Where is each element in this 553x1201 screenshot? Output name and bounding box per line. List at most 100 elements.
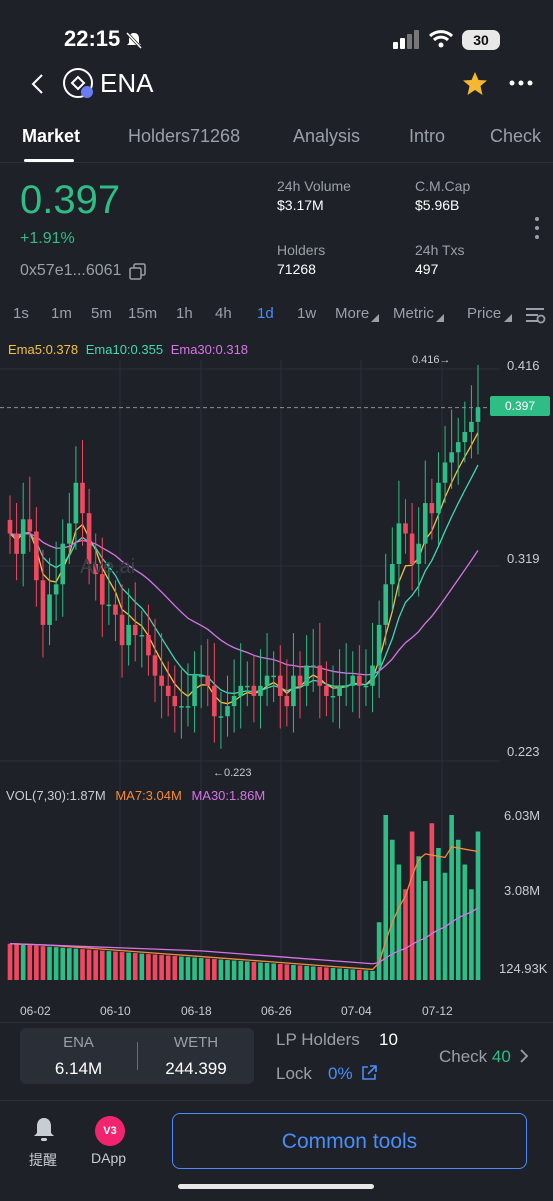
volume-bar [271,963,276,980]
mcap-label: C.M.Cap [415,178,471,194]
ema10-label: Ema10:0.355 [85,342,164,357]
chart-settings-icon[interactable] [524,305,546,325]
candle-body [218,716,224,718]
candle-body [152,655,158,676]
more-options-icon[interactable] [508,78,534,88]
active-tab-indicator [24,159,74,162]
ma7-label: MA7:3.04M [115,788,182,803]
candle-body [376,624,382,666]
volume-bar [34,945,39,980]
divider [0,1022,553,1023]
divider [137,1042,138,1070]
candle-body [99,574,105,605]
candle-body [231,695,237,707]
tab-market[interactable]: Market [22,126,81,146]
volume-axis-label: 6.03M [504,808,541,823]
token-b-label: WETH [173,1034,219,1051]
candle-body [383,584,389,625]
favorite-star-icon[interactable] [461,70,489,98]
chevron-right-icon[interactable] [518,1048,530,1064]
ma30-line [9,907,479,965]
price-dropdown[interactable]: Price [467,305,502,322]
volume-bar [7,943,13,980]
candlestick-chart[interactable] [0,360,553,1000]
volume-bar [238,961,244,980]
candle-body [324,685,329,696]
candle-body [53,584,59,595]
timeframe-1d[interactable]: 1d [257,305,274,322]
candle-body [390,563,395,585]
volume-bar [416,856,421,980]
dapp-label[interactable]: DApp [91,1150,127,1166]
metric-dropdown[interactable]: Metric [393,305,434,322]
candle-body [350,675,356,686]
status-time: 22:15 [64,26,121,51]
volume-bar [390,839,395,980]
caret-down-icon [371,314,379,322]
volume-bar [244,961,250,980]
ema-legend: Ema5:0.378 Ema10:0.355 Ema30:0.318 [8,342,248,357]
price-axis-label: 0.319 [507,551,540,566]
candle-body [86,513,92,564]
volume-bar [455,839,461,980]
candle-body [126,624,131,646]
bell-muted-icon [125,31,143,50]
volume-bar [350,969,356,980]
tab-analysis[interactable]: Analysis [293,126,361,146]
volume-bar [462,864,468,980]
timeframe-15m[interactable]: 15m [128,305,158,322]
candle-body [436,482,441,514]
watermark: Ave.ai [80,556,136,578]
date-axis-label: 07-12 [422,1004,453,1018]
check-link[interactable]: Check 40 [439,1047,511,1067]
common-tools-button[interactable]: Common tools [172,1113,527,1169]
copy-icon[interactable] [129,263,147,281]
volume-bar [14,944,19,980]
timeframe-5m[interactable]: 5m [91,305,112,322]
candle-body [363,685,369,688]
lp-holders-label: LP Holders [276,1030,360,1049]
volume-bar [146,954,151,980]
lock-label: Lock [276,1064,312,1083]
candle-body [258,685,263,696]
tab-check[interactable]: Check [490,126,542,146]
tab-intro[interactable]: Intro [409,126,446,146]
candle-body [396,523,402,564]
timeframe-1h[interactable]: 1h [176,305,193,322]
caret-down-icon [436,314,444,322]
external-link-icon[interactable] [360,1064,378,1082]
ema5-label: Ema5:0.378 [8,342,79,357]
candle-body [264,675,270,686]
candle-body [212,685,217,717]
candle-body [277,675,283,696]
timeframe-4h[interactable]: 4h [215,305,232,322]
back-arrow-icon[interactable] [28,72,48,96]
tab-holders[interactable]: Holders71268 [128,126,241,146]
timeframe-1w[interactable]: 1w [297,305,317,322]
candle-body [73,482,79,524]
cellular-signal-icon [393,30,419,49]
txs-label: 24h Txs [415,242,465,258]
alert-label[interactable]: 提醒 [29,1152,57,1168]
vertical-more-icon[interactable] [534,216,540,240]
dapp-badge-icon[interactable]: V3 [95,1116,125,1146]
volume-bar [277,963,283,980]
timeframe-1s[interactable]: 1s [13,305,29,322]
volume-bar [403,889,408,980]
bell-icon[interactable] [31,1116,57,1144]
mcap-value: $5.96B [415,197,460,213]
holders-label: Holders [277,242,326,258]
pool-reserves: ENA 6.14M WETH 244.399 [20,1028,254,1084]
ema30-label: Ema30:0.318 [170,342,249,357]
date-axis-label: 06-18 [181,1004,212,1018]
volume-axis-label: 3.08M [504,883,541,898]
candle-body [455,442,461,453]
candle-body [106,604,112,607]
volume-bar [198,958,204,980]
timeframe-more[interactable]: More [335,305,370,322]
candle-body [225,706,230,717]
timeframe-1m[interactable]: 1m [51,305,72,322]
volume-value: $3.17M [277,197,324,213]
candle-body [357,675,362,686]
lock-value[interactable]: 0% [328,1064,353,1083]
